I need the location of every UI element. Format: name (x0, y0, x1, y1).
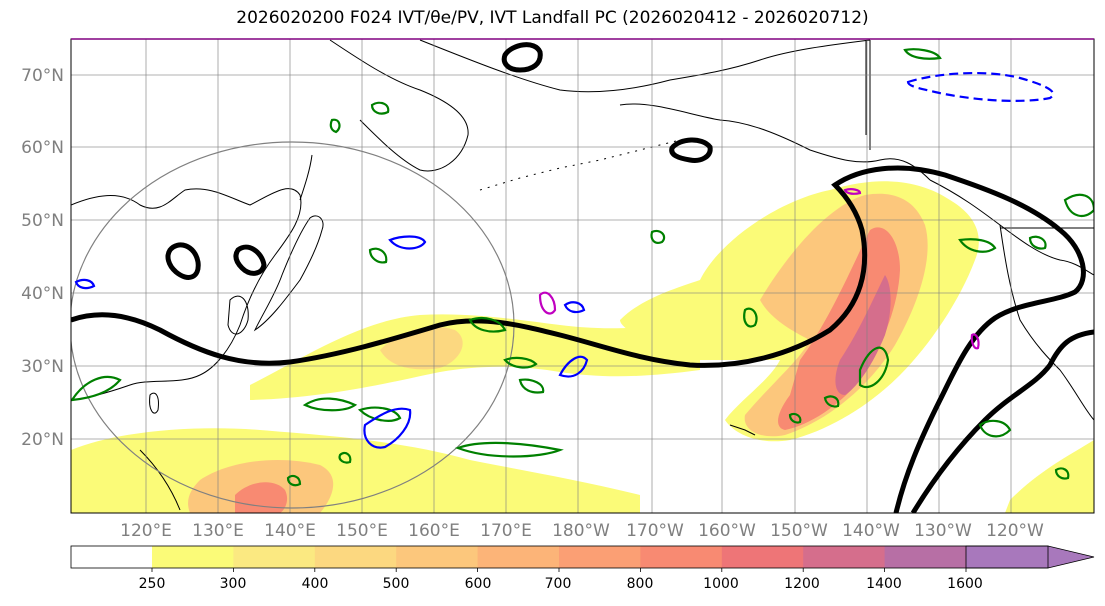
lon-label: 130°E (192, 521, 244, 541)
pv-blue-dashed (906, 72, 1055, 102)
lon-label: 150°W (770, 521, 828, 541)
theta-e-loop-3 (669, 137, 713, 163)
pv-blue-contours (74, 72, 1055, 449)
theta-e-loop-2 (233, 244, 267, 276)
colorbar-ticks (151, 568, 967, 572)
colorbar-swatches (152, 545, 1095, 569)
lon-label: 160°W (698, 521, 756, 541)
ivt-ar-core (835, 275, 891, 395)
lat-label: 60°N (21, 138, 64, 158)
lon-label: 170°W (626, 521, 684, 541)
colorbar-label: 1400 (866, 576, 902, 592)
pv-magenta-contours (538, 188, 980, 350)
lon-label: 120°W (986, 521, 1044, 541)
colorbar-extend-arrow (965, 545, 1095, 569)
colorbar-swatch (640, 546, 723, 568)
ivt-ar-inner (778, 227, 900, 430)
lat-label: 50°N (21, 211, 64, 231)
pv-green-contours (71, 48, 1094, 487)
colorbar-label: 1600 (947, 576, 983, 592)
colorbar-label: 600 (465, 576, 492, 592)
coast-korea (227, 295, 249, 335)
colorbar-label: 1000 (703, 576, 739, 592)
lat-label: 40°N (21, 284, 64, 304)
lon-label: 140°E (264, 521, 316, 541)
coast-taiwan (149, 392, 159, 414)
latitude-labels: 70°N 60°N 50°N 40°N 30°N 20°N (21, 66, 64, 450)
lon-label: 160°E (408, 521, 460, 541)
colorbar-labels: 250 300 400 500 600 700 800 1000 1200 14… (139, 576, 983, 592)
lon-label: 120°E (120, 521, 172, 541)
colorbar-swatch (803, 546, 886, 568)
colorbar-swatch (233, 546, 316, 568)
coast-siberia (419, 39, 871, 93)
colorbar-label: 250 (139, 576, 166, 592)
theta-e-loop-4 (501, 42, 543, 73)
colorbar-label: 800 (627, 576, 654, 592)
ivt-shading (71, 181, 1094, 513)
colorbar-label: 1200 (784, 576, 820, 592)
ivt-cal-strip (1005, 440, 1094, 513)
theta-e-second (910, 329, 1094, 513)
lat-label: 30°N (21, 357, 64, 377)
colorbar-swatch (152, 546, 234, 568)
colorbar-label: 300 (220, 576, 247, 592)
graticule (71, 39, 1094, 513)
theta-e-main (71, 165, 1086, 513)
ivt-wpac-core (235, 482, 288, 513)
lon-label: 150°E (336, 521, 388, 541)
theta-e-loop-1 (165, 242, 201, 280)
coast-alaska (619, 103, 931, 181)
coast-sakhalin (299, 154, 313, 201)
islands-hawaii (729, 424, 756, 436)
lon-label: 130°W (914, 521, 972, 541)
colorbar-label: 400 (302, 576, 329, 592)
coast-philippines (139, 449, 181, 511)
coast-canada (869, 40, 1094, 276)
lon-label: 170°E (480, 521, 532, 541)
coast-japan (253, 215, 324, 332)
colorbar-swatch (314, 546, 397, 568)
lat-label: 70°N (21, 66, 64, 86)
ivt-subtropical-band (250, 314, 700, 400)
colorbar-swatch (396, 546, 479, 568)
colorbar-swatch (884, 546, 967, 568)
colorbar-swatch-empty (71, 546, 152, 568)
theta-e-contours (71, 42, 1094, 513)
colorbar-label: 700 (545, 576, 572, 592)
colorbar-label: 500 (383, 576, 410, 592)
longitude-labels: 120°E 130°E 140°E 150°E 160°E 170°E 180°… (120, 521, 1044, 541)
lon-label: 180°W (552, 521, 610, 541)
map-title: 2026020200 F024 IVT/θe/PV, IVT Landfall … (236, 8, 869, 28)
colorbar-swatch (559, 546, 641, 568)
coastlines (71, 39, 1094, 511)
colorbar-swatch (477, 546, 560, 568)
lon-label: 140°W (842, 521, 900, 541)
colorbar: 250 300 400 500 600 700 800 1000 1200 14… (70, 545, 1095, 592)
colorbar-swatch (721, 546, 804, 568)
coast-asia (71, 188, 302, 401)
coast-us-west (999, 224, 1094, 421)
lat-label: 20°N (21, 430, 64, 450)
coast-kamchatka (329, 39, 469, 172)
colorbar-frame (70, 545, 1049, 569)
